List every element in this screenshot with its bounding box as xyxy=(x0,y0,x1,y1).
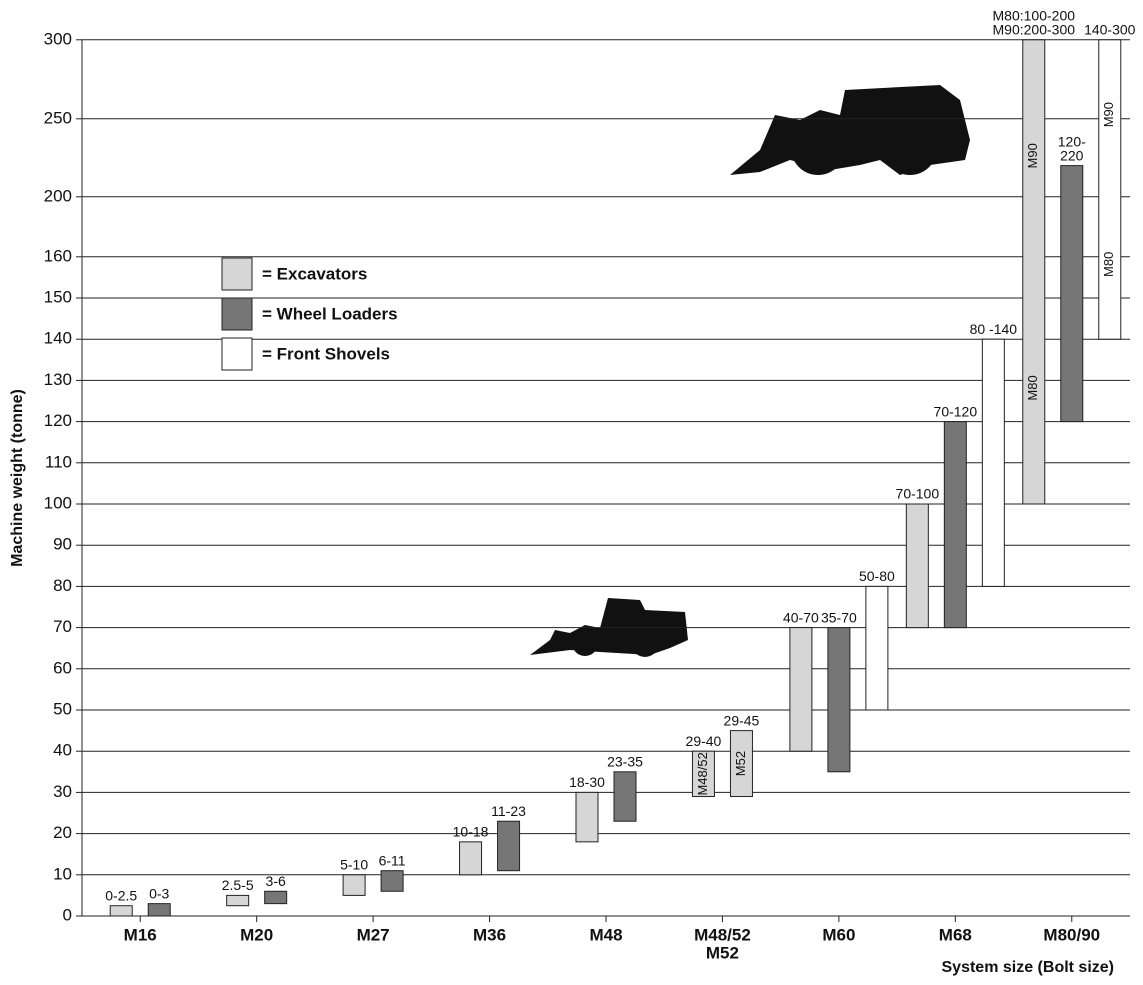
bar-inner-label: M90 xyxy=(1025,143,1040,168)
bar-label: 40-70 xyxy=(783,609,819,625)
bar-label: 120- xyxy=(1058,133,1086,149)
bar-label: 0-2.5 xyxy=(105,887,137,903)
range-bar xyxy=(981,338,1005,587)
bar-label: 35-70 xyxy=(821,609,857,625)
y-tick-label: 120 xyxy=(44,411,72,430)
bar-label: 10-18 xyxy=(453,824,489,840)
bar-label: 70-100 xyxy=(896,486,940,502)
y-tick-label: 30 xyxy=(53,782,72,801)
x-tick-label: M68 xyxy=(939,925,972,944)
y-tick-label: 60 xyxy=(53,658,72,677)
y-tick-label: 160 xyxy=(44,246,72,265)
bar-label: 80 -140 xyxy=(970,321,1018,337)
bar-label: 23-35 xyxy=(607,754,643,770)
bar-label: M90:200-300 xyxy=(993,22,1076,38)
x-tick-label: M27 xyxy=(357,925,390,944)
range-bar xyxy=(1060,165,1084,423)
x-tick-label: M48 xyxy=(589,925,622,944)
bar-label: 2.5-5 xyxy=(222,877,254,893)
legend-label: = Wheel Loaders xyxy=(262,304,398,323)
range-bar xyxy=(729,730,753,798)
range-bar xyxy=(905,503,929,629)
bar-inner-label: M52 xyxy=(733,751,748,776)
range-bar xyxy=(264,890,288,905)
loader-large xyxy=(730,85,970,175)
range-bar xyxy=(865,585,889,711)
bar-label: 29-45 xyxy=(724,712,760,728)
legend-swatch xyxy=(221,257,253,291)
range-bar xyxy=(109,905,133,917)
y-tick-label: 100 xyxy=(44,493,72,512)
y-tick-label: 110 xyxy=(45,452,72,471)
y-tick-label: 10 xyxy=(53,864,72,883)
range-bar xyxy=(943,421,967,629)
x-tick-label: M20 xyxy=(240,925,273,944)
legend-label: = Front Shovels xyxy=(262,344,390,363)
bar-inner-label: M90 xyxy=(1101,102,1116,127)
bar-label: 11-23 xyxy=(491,803,526,819)
bar-label: 18-30 xyxy=(569,774,605,790)
x-tick-label: M52 xyxy=(706,943,739,962)
range-bar xyxy=(789,627,813,752)
y-tick-label: 140 xyxy=(44,329,72,348)
x-axis-title: System size (Bolt size) xyxy=(942,959,1115,976)
bar-label: 3-6 xyxy=(266,873,286,889)
bar-label: 50-80 xyxy=(859,568,895,584)
y-tick-label: 130 xyxy=(44,370,72,389)
y-tick-label: 70 xyxy=(53,617,72,636)
bar-label: 220 xyxy=(1060,147,1084,163)
bar-inner-label: M80 xyxy=(1025,375,1040,400)
x-tick-label: M60 xyxy=(822,925,855,944)
legend-label: = Excavators xyxy=(262,264,367,283)
bar-inner-label: M48/52 xyxy=(695,752,710,795)
range-bar xyxy=(827,627,851,773)
y-tick-label: 90 xyxy=(53,535,72,554)
range-bar xyxy=(1022,39,1046,505)
range-bar xyxy=(1098,39,1122,340)
x-tick-label: M36 xyxy=(473,925,506,944)
range-bar xyxy=(691,750,715,798)
legend-swatch xyxy=(221,337,253,371)
x-tick-label: M48/52 xyxy=(694,925,751,944)
range-bar xyxy=(613,771,637,822)
bar-label: 5-10 xyxy=(340,857,368,873)
y-tick-label: 0 xyxy=(63,905,72,924)
bar-label: 29-40 xyxy=(686,733,722,749)
y-tick-label: 200 xyxy=(44,186,72,205)
range-bar xyxy=(342,874,366,896)
range-bar xyxy=(459,841,483,876)
range-bar xyxy=(575,791,599,843)
bar-label: 70-120 xyxy=(934,403,978,419)
y-tick-label: 20 xyxy=(53,823,72,842)
y-axis-title: Machine weight (tonne) xyxy=(9,389,26,567)
range-bar xyxy=(380,870,404,892)
y-tick-label: 50 xyxy=(53,699,72,718)
bar-label: 0-3 xyxy=(149,885,169,901)
y-tick-label: 250 xyxy=(44,108,72,127)
range-bar xyxy=(226,894,250,907)
bar-label: M80:100-200 xyxy=(993,8,1076,24)
x-tick-label: M80/90 xyxy=(1043,925,1100,944)
y-tick-label: 300 xyxy=(44,29,72,48)
y-tick-label: 40 xyxy=(53,741,72,760)
y-tick-label: 150 xyxy=(44,287,72,306)
bar-label: 6-11 xyxy=(379,852,406,868)
bar-label: 140-300 xyxy=(1084,22,1136,38)
range-bar xyxy=(497,820,521,872)
legend-swatch xyxy=(221,297,253,331)
range-bar xyxy=(147,903,171,917)
loader-small xyxy=(530,598,688,657)
y-tick-label: 80 xyxy=(53,576,72,595)
x-tick-label: M16 xyxy=(124,925,157,944)
bar-inner-label: M80 xyxy=(1101,252,1116,277)
